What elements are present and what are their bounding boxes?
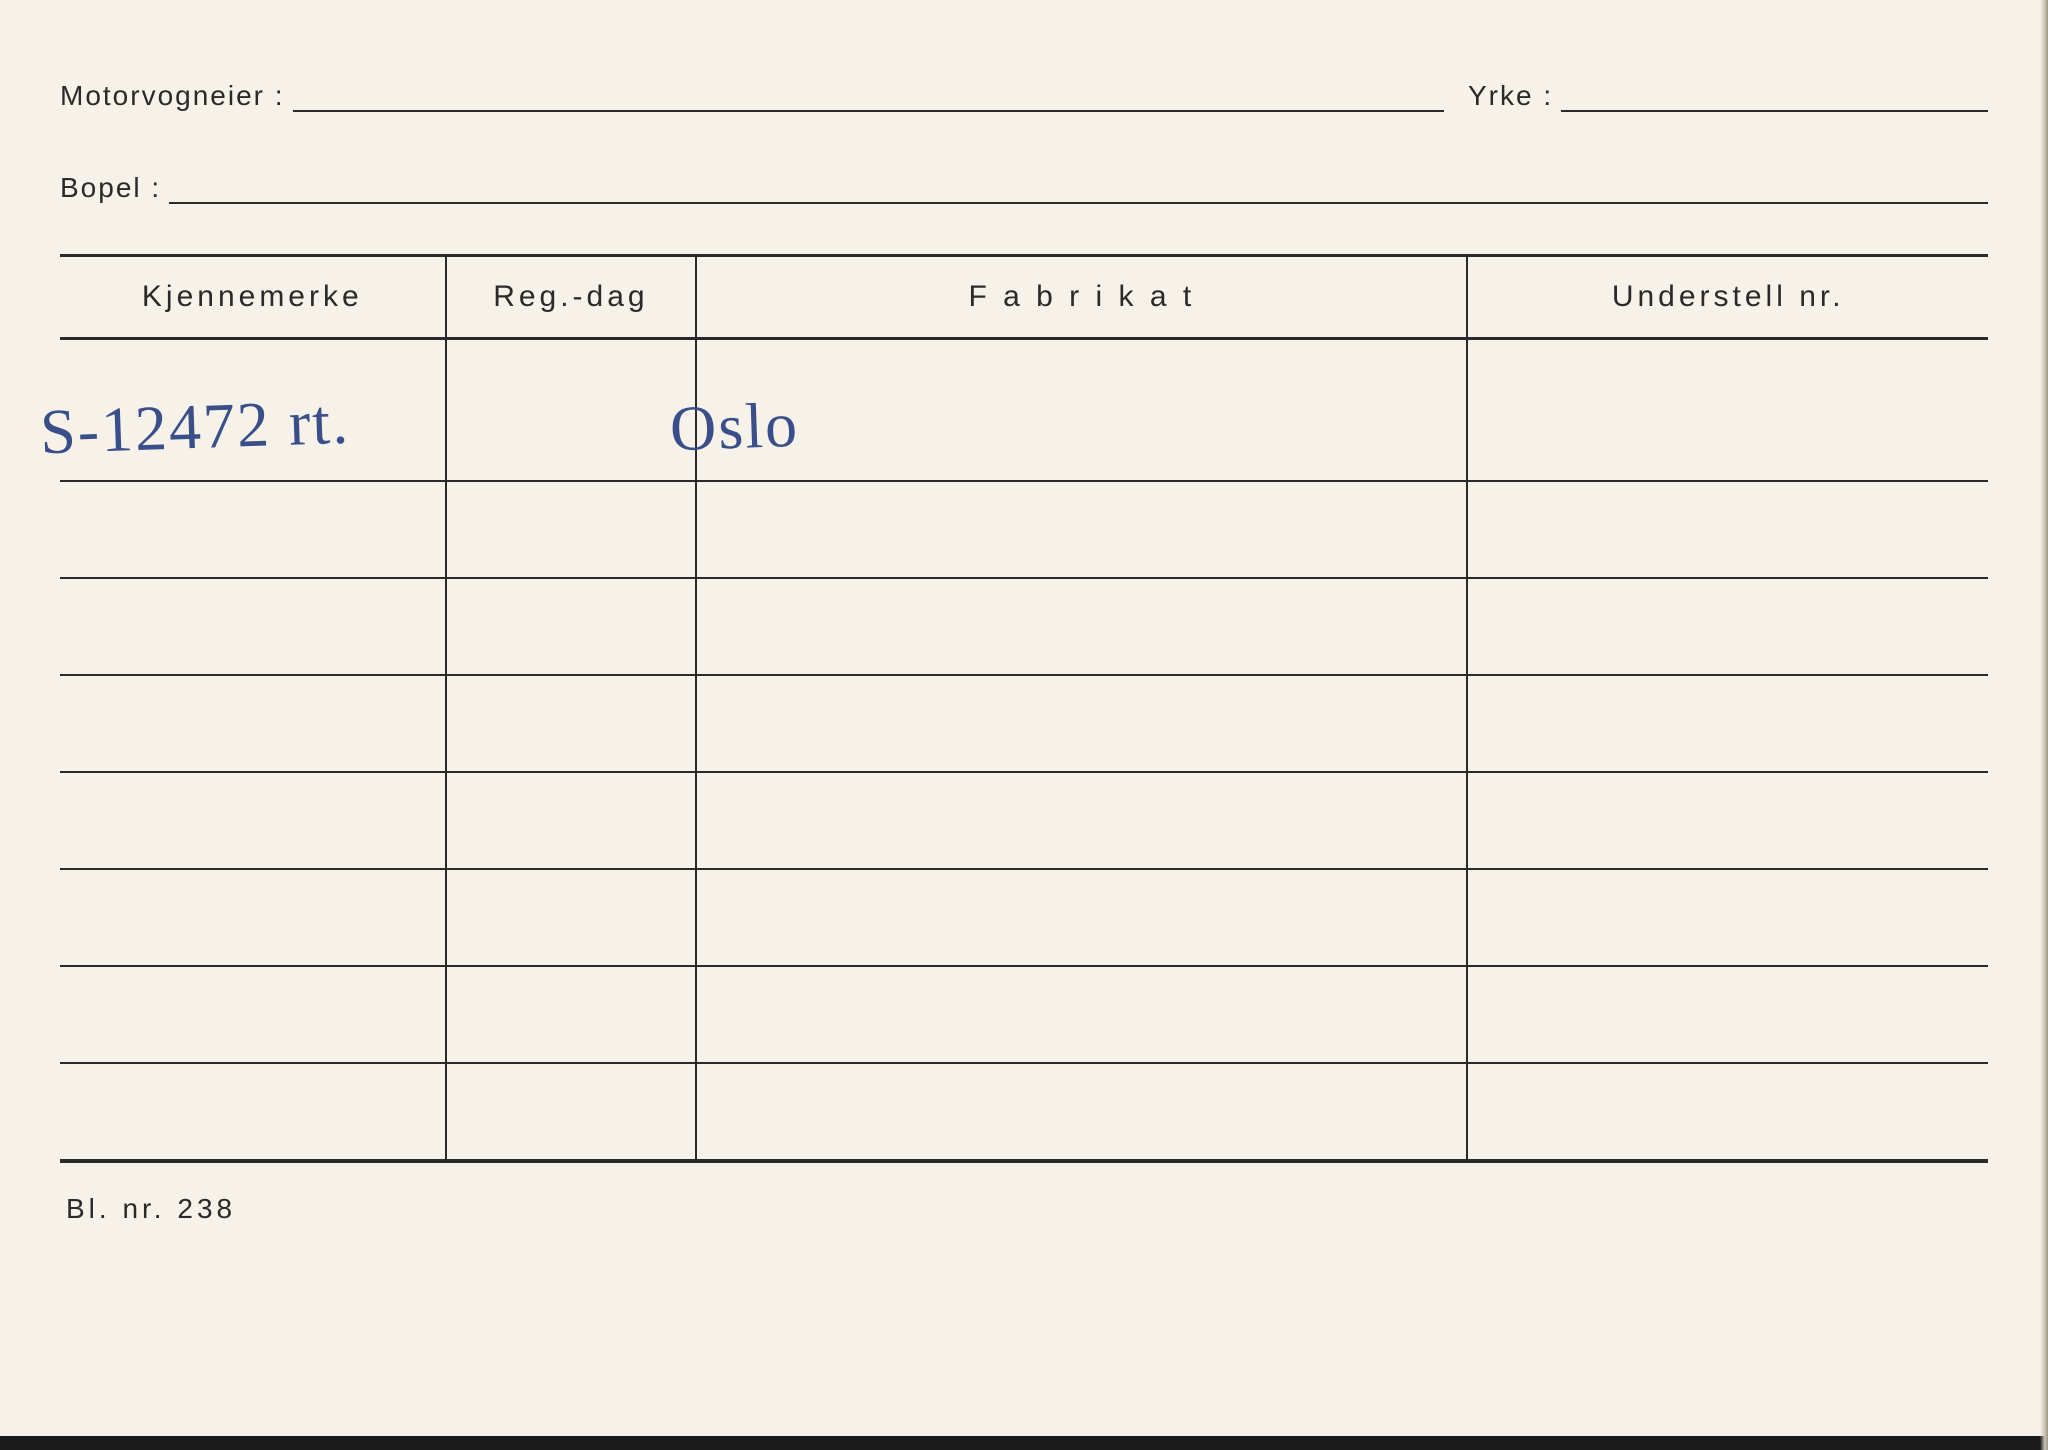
scan-edge-bottom [0,1436,2048,1450]
col-header-regdag: Reg.-dag [446,256,697,339]
field-motorvogneier: Motorvogneier : [60,80,1444,112]
label-bopel: Bopel : [60,172,161,204]
table-row [60,1063,1988,1161]
table-row [60,675,1988,772]
field-yrke: Yrke : [1468,80,1988,112]
form-number: Bl. nr. 238 [66,1193,1988,1225]
table-row [60,339,1988,482]
label-yrke: Yrke : [1468,80,1553,112]
table-row [60,481,1988,578]
table-row [60,578,1988,675]
col-header-fabrikat: F a b r i k a t [696,256,1467,339]
field-bopel: Bopel : [60,172,1988,204]
registration-card: Motorvogneier : Yrke : Bopel : Kjennemer… [0,0,2048,1450]
line-motorvogneier[interactable] [293,82,1444,112]
table-header-row: Kjennemerke Reg.-dag F a b r i k a t Und… [60,256,1988,339]
vehicle-table: Kjennemerke Reg.-dag F a b r i k a t Und… [60,254,1988,1163]
table-body [60,339,1988,1162]
table-row [60,966,1988,1063]
label-motorvogneier: Motorvogneier : [60,80,285,112]
table-row [60,772,1988,869]
col-header-kjennemerke: Kjennemerke [60,256,446,339]
line-bopel[interactable] [169,174,1988,204]
top-field-row: Motorvogneier : Yrke : [60,80,1988,112]
col-header-understell: Understell nr. [1467,256,1988,339]
line-yrke[interactable] [1561,82,1988,112]
scan-edge-right [2040,0,2048,1450]
table-row [60,869,1988,966]
